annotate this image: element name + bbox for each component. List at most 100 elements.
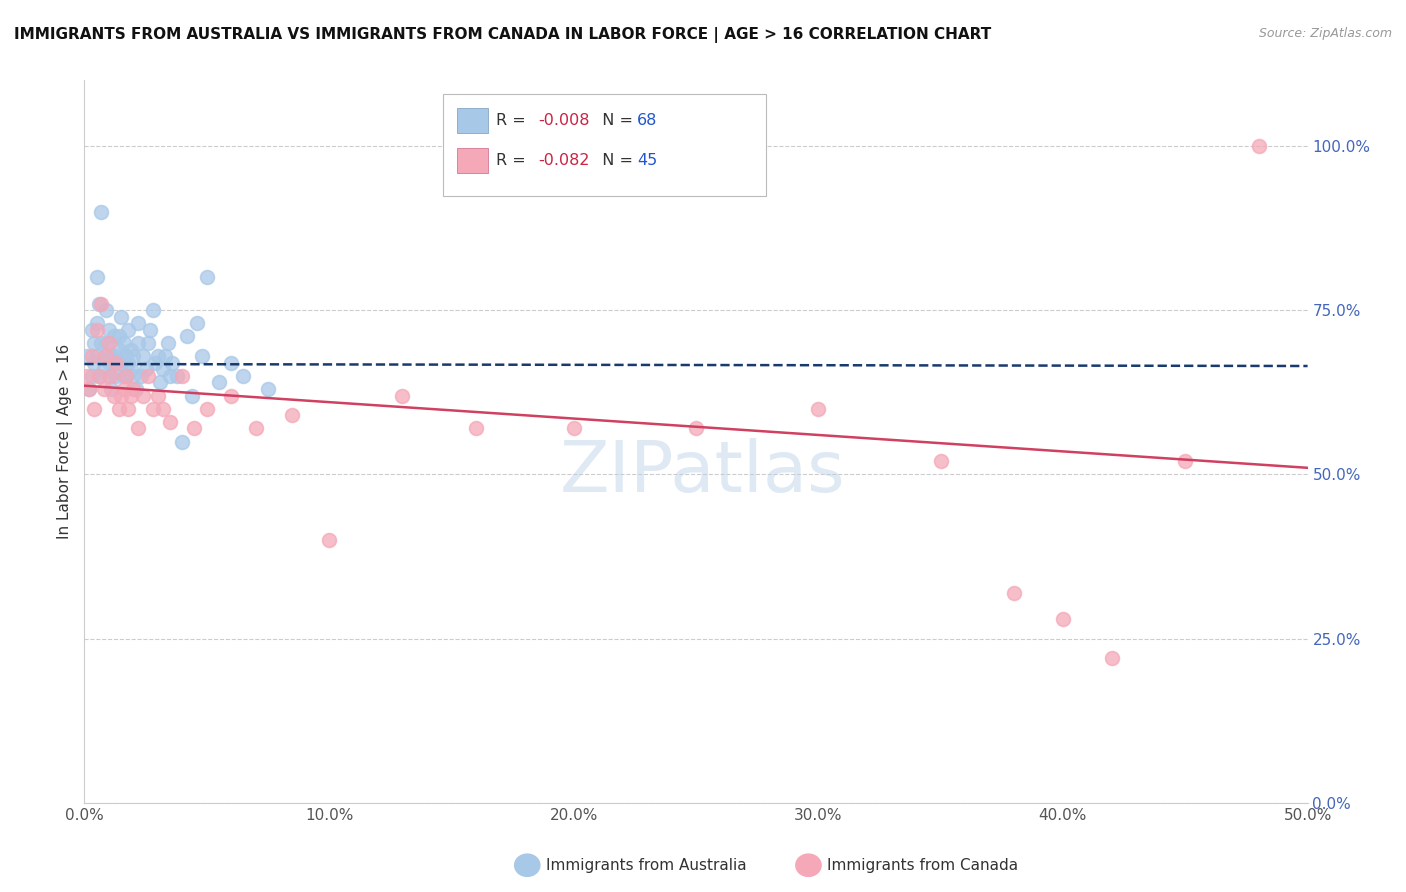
Point <box>142 303 165 318</box>
Point <box>76 349 98 363</box>
Point <box>1052 612 1074 626</box>
Point <box>166 368 188 383</box>
Point <box>86 323 108 337</box>
Point <box>127 316 149 330</box>
Point <box>562 421 585 435</box>
Point <box>136 336 159 351</box>
Point <box>87 296 110 310</box>
Text: -0.082: -0.082 <box>538 153 591 168</box>
Point <box>93 349 115 363</box>
Point <box>97 368 120 383</box>
Point <box>76 368 98 383</box>
Point <box>139 323 162 337</box>
Point <box>115 349 138 363</box>
Point <box>90 204 112 219</box>
Point <box>112 336 135 351</box>
Point <box>152 401 174 416</box>
Text: -0.008: -0.008 <box>538 113 591 128</box>
Point <box>135 362 157 376</box>
Text: 68: 68 <box>637 113 657 128</box>
Text: N =: N = <box>592 113 638 128</box>
Point <box>183 421 205 435</box>
Point <box>105 356 128 370</box>
Point <box>159 415 181 429</box>
Point <box>1174 454 1197 468</box>
Point <box>110 356 132 370</box>
Point <box>86 316 108 330</box>
Point <box>153 349 176 363</box>
Point <box>110 388 132 402</box>
Point <box>685 421 707 435</box>
Point <box>191 349 214 363</box>
Point <box>117 401 139 416</box>
Point <box>132 388 155 402</box>
Point <box>96 336 118 351</box>
Point <box>100 349 122 363</box>
Point <box>122 349 145 363</box>
Point <box>132 349 155 363</box>
Point <box>105 368 128 383</box>
Point <box>149 376 172 390</box>
Text: N =: N = <box>592 153 638 168</box>
Text: Source: ZipAtlas.com: Source: ZipAtlas.com <box>1258 27 1392 40</box>
Point <box>96 349 118 363</box>
Point <box>120 362 142 376</box>
Text: IMMIGRANTS FROM AUSTRALIA VS IMMIGRANTS FROM CANADA IN LABOR FORCE | AGE > 16 CO: IMMIGRANTS FROM AUSTRALIA VS IMMIGRANTS … <box>14 27 991 43</box>
Point <box>181 388 204 402</box>
Point <box>176 329 198 343</box>
Text: ZIPatlas: ZIPatlas <box>560 438 846 508</box>
Point <box>122 368 145 383</box>
Point <box>86 349 108 363</box>
Point <box>195 401 218 416</box>
Point <box>143 356 166 370</box>
Point <box>146 388 169 402</box>
Point <box>208 376 231 390</box>
Point <box>172 368 194 383</box>
Point <box>122 382 145 396</box>
Point <box>127 421 149 435</box>
Point <box>929 454 952 468</box>
Text: Immigrants from Australia: Immigrants from Australia <box>546 858 747 872</box>
Point <box>87 368 110 383</box>
Point <box>100 368 122 383</box>
Point <box>83 401 105 416</box>
Point <box>97 323 120 337</box>
Point <box>80 368 103 383</box>
Text: Immigrants from Canada: Immigrants from Canada <box>827 858 1018 872</box>
Point <box>281 409 304 423</box>
Point <box>136 368 159 383</box>
Point <box>391 388 413 402</box>
Point <box>110 310 132 324</box>
Point <box>186 316 208 330</box>
Point <box>87 368 110 383</box>
Point <box>96 303 118 318</box>
Point <box>219 356 242 370</box>
Point <box>162 356 184 370</box>
Point <box>115 368 138 383</box>
Point <box>172 434 194 449</box>
Point <box>115 368 138 383</box>
Point <box>90 296 112 310</box>
Point <box>86 270 108 285</box>
Point <box>103 388 125 402</box>
Point <box>112 382 135 396</box>
Point <box>117 323 139 337</box>
Text: R =: R = <box>496 153 531 168</box>
Point <box>93 362 115 376</box>
Point <box>105 349 128 363</box>
Point <box>80 323 103 337</box>
Point <box>127 336 149 351</box>
Point <box>117 356 139 370</box>
Point <box>107 329 129 343</box>
Point <box>152 362 174 376</box>
Point <box>90 336 112 351</box>
Point <box>159 368 181 383</box>
Point <box>195 270 218 285</box>
Point <box>156 336 179 351</box>
Point <box>232 368 254 383</box>
Point <box>77 382 100 396</box>
Point <box>97 356 120 370</box>
Point <box>142 401 165 416</box>
Text: R =: R = <box>496 113 531 128</box>
Point <box>807 401 830 416</box>
